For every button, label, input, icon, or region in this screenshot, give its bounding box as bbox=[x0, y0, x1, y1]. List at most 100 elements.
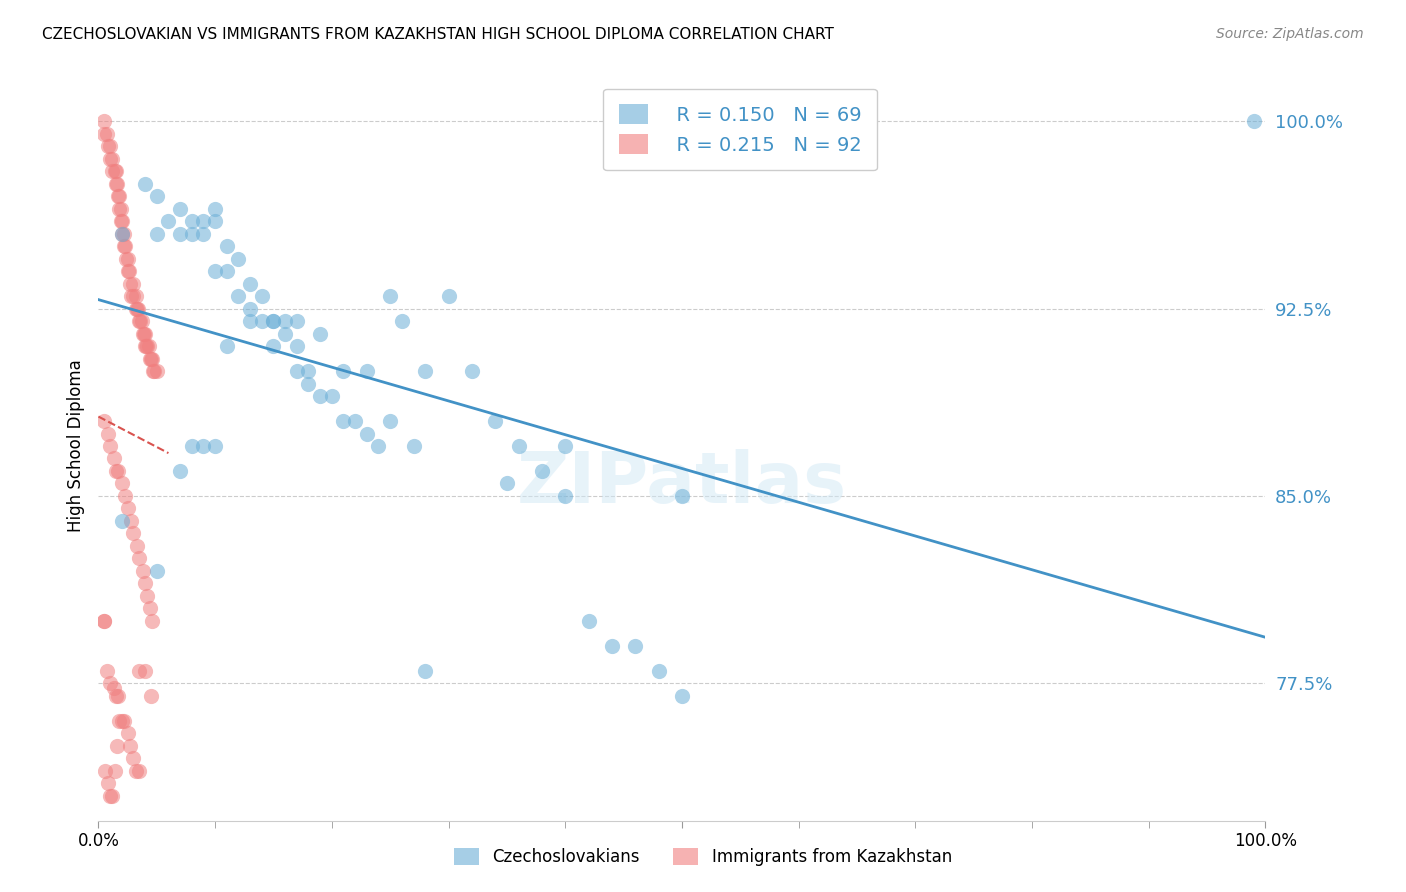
Point bbox=[262, 339, 284, 353]
Point bbox=[204, 214, 226, 228]
Point bbox=[274, 314, 297, 328]
Point bbox=[111, 227, 134, 241]
Point bbox=[578, 614, 600, 628]
Point bbox=[111, 227, 134, 241]
Point bbox=[215, 264, 238, 278]
Point bbox=[128, 664, 150, 678]
Point bbox=[204, 264, 226, 278]
Point bbox=[104, 689, 127, 703]
Point bbox=[103, 681, 125, 696]
Point bbox=[380, 414, 402, 428]
Point bbox=[97, 426, 120, 441]
Y-axis label: High School Diploma: High School Diploma bbox=[66, 359, 84, 533]
Point bbox=[125, 539, 148, 553]
Point bbox=[321, 389, 343, 403]
Point bbox=[111, 476, 134, 491]
Point bbox=[104, 164, 127, 178]
Point bbox=[157, 214, 180, 228]
Point bbox=[600, 639, 623, 653]
Point bbox=[554, 439, 576, 453]
Point bbox=[122, 751, 145, 765]
Point bbox=[180, 439, 202, 453]
Text: Source: ZipAtlas.com: Source: ZipAtlas.com bbox=[1216, 27, 1364, 41]
Point bbox=[117, 501, 139, 516]
Point bbox=[112, 239, 135, 253]
Point bbox=[228, 252, 250, 266]
Point bbox=[132, 326, 155, 341]
Point bbox=[180, 227, 202, 241]
Point bbox=[128, 314, 150, 328]
Point bbox=[180, 214, 202, 228]
Point bbox=[344, 414, 367, 428]
Point bbox=[309, 389, 332, 403]
Point bbox=[169, 464, 191, 478]
Point bbox=[122, 526, 145, 541]
Point bbox=[139, 601, 162, 615]
Point bbox=[250, 314, 273, 328]
Point bbox=[117, 264, 139, 278]
Point bbox=[332, 414, 354, 428]
Point bbox=[94, 764, 117, 778]
Point bbox=[262, 314, 284, 328]
Point bbox=[96, 127, 118, 141]
Point bbox=[356, 364, 378, 378]
Point bbox=[125, 301, 148, 316]
Point bbox=[108, 714, 131, 728]
Point bbox=[114, 239, 136, 253]
Point bbox=[367, 439, 389, 453]
Point bbox=[146, 189, 169, 203]
Point bbox=[111, 214, 134, 228]
Point bbox=[108, 202, 131, 216]
Point bbox=[437, 289, 460, 303]
Point bbox=[204, 202, 226, 216]
Point bbox=[671, 489, 693, 503]
Point bbox=[105, 739, 128, 753]
Point bbox=[128, 764, 150, 778]
Point bbox=[97, 139, 120, 153]
Point bbox=[104, 764, 127, 778]
Point bbox=[297, 364, 319, 378]
Point bbox=[215, 239, 238, 253]
Point bbox=[98, 676, 121, 690]
Point bbox=[285, 364, 308, 378]
Point bbox=[111, 714, 134, 728]
Point bbox=[118, 739, 141, 753]
Point bbox=[110, 214, 132, 228]
Point bbox=[496, 476, 519, 491]
Point bbox=[103, 451, 125, 466]
Point bbox=[120, 289, 142, 303]
Point bbox=[105, 177, 128, 191]
Point bbox=[332, 364, 354, 378]
Point bbox=[104, 177, 127, 191]
Point bbox=[104, 464, 127, 478]
Point bbox=[391, 314, 413, 328]
Point bbox=[134, 326, 156, 341]
Point bbox=[101, 789, 124, 803]
Point bbox=[141, 614, 163, 628]
Point bbox=[93, 414, 115, 428]
Point bbox=[239, 314, 262, 328]
Point bbox=[93, 127, 115, 141]
Point bbox=[108, 189, 131, 203]
Point bbox=[101, 164, 124, 178]
Point bbox=[239, 301, 262, 316]
Point bbox=[131, 314, 153, 328]
Point bbox=[134, 177, 156, 191]
Point bbox=[285, 339, 308, 353]
Point bbox=[402, 439, 425, 453]
Point bbox=[114, 489, 136, 503]
Point bbox=[93, 614, 115, 628]
Point bbox=[380, 289, 402, 303]
Point bbox=[134, 664, 156, 678]
Point bbox=[624, 639, 647, 653]
Point bbox=[285, 314, 308, 328]
Point bbox=[215, 339, 238, 353]
Point bbox=[413, 364, 436, 378]
Point bbox=[139, 351, 162, 366]
Point bbox=[508, 439, 530, 453]
Point bbox=[134, 339, 156, 353]
Point bbox=[484, 414, 506, 428]
Point bbox=[125, 289, 148, 303]
Point bbox=[110, 202, 132, 216]
Point bbox=[141, 351, 163, 366]
